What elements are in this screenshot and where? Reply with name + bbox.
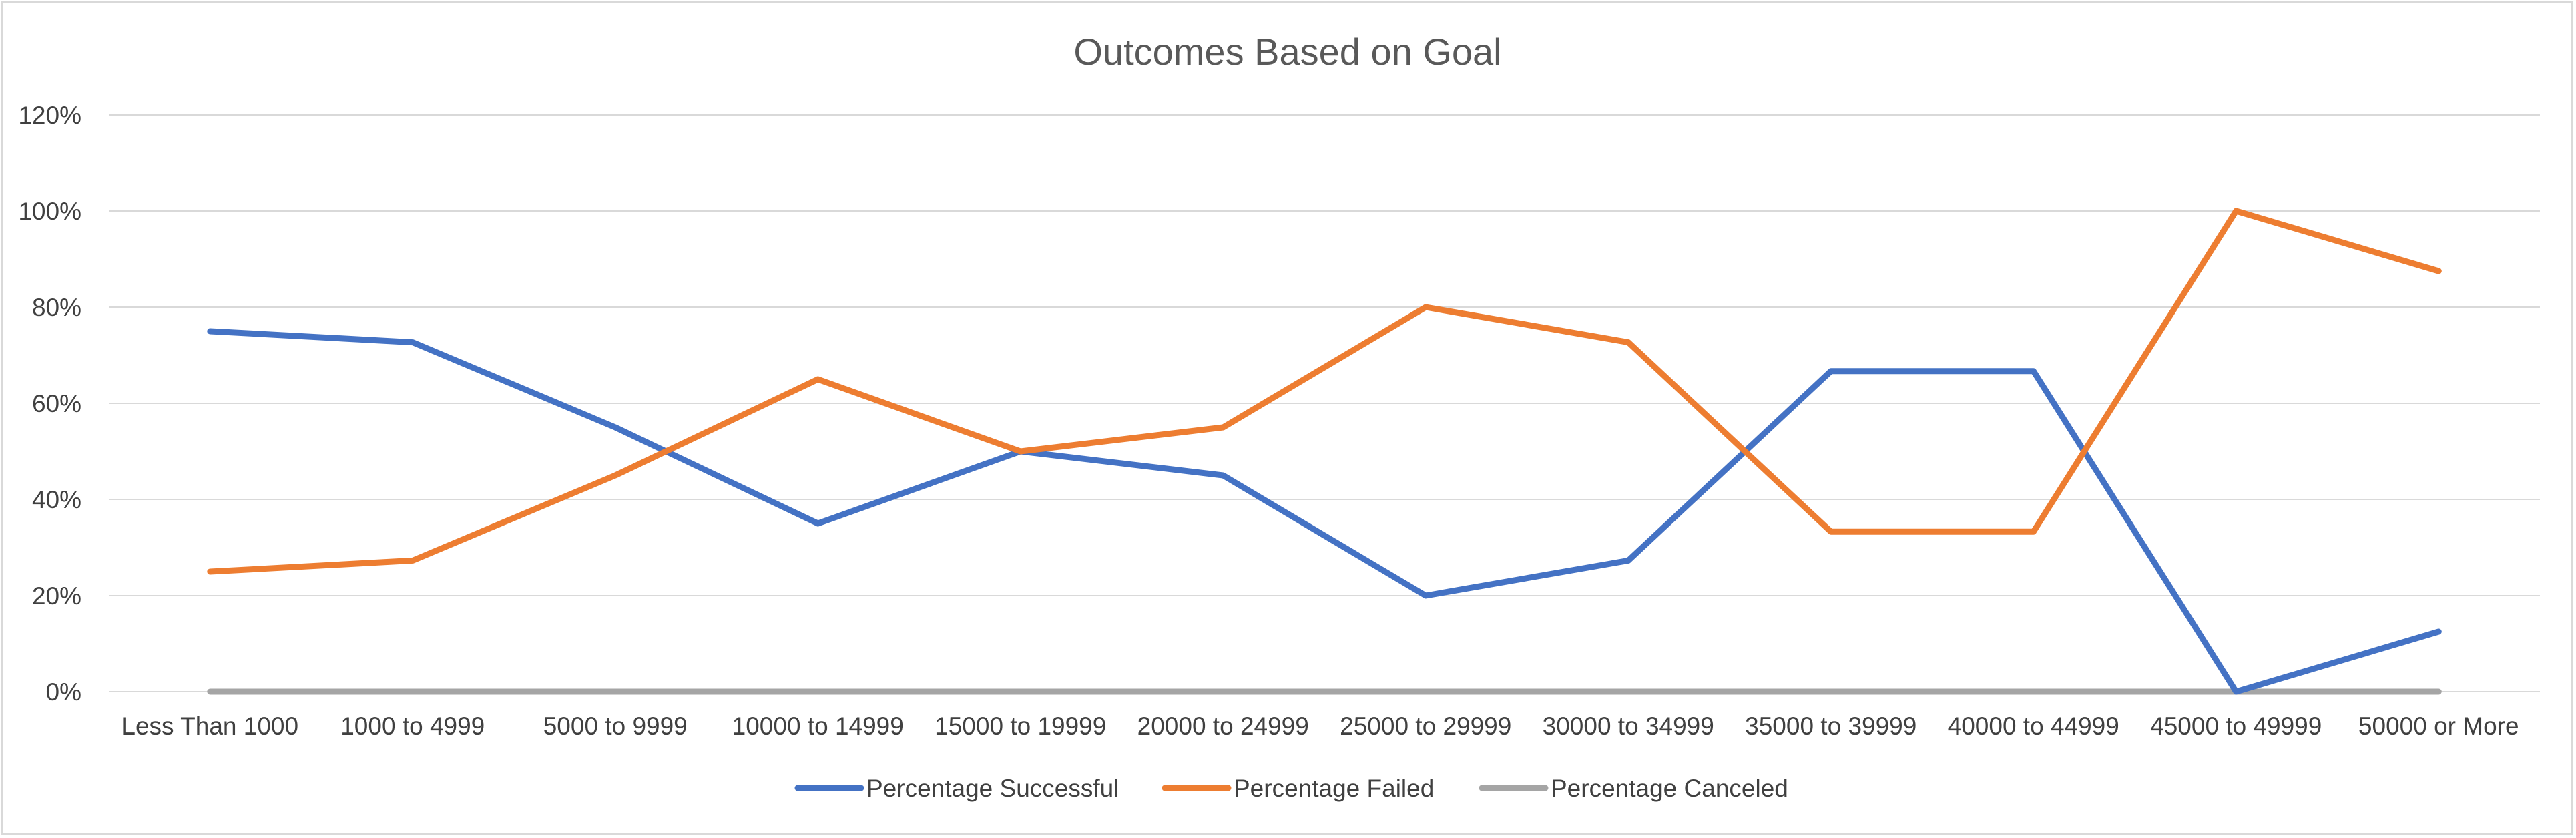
x-tick-label: 15000 to 19999 [935,712,1106,740]
legend: Percentage Successful Percentage Failed Pe… [794,775,1788,802]
x-tick-label: 40000 to 44999 [1948,712,2119,740]
x-tick-label: 5000 to 9999 [543,712,688,740]
y-tick-label: 60% [32,390,81,417]
y-tick-label: 120% [18,101,81,129]
x-tick-label: 50000 or More [2358,712,2519,740]
y-tick-label: 40% [32,486,81,513]
y-tick-label: 80% [32,294,81,321]
chart-title: Outcomes Based on Goal [1073,31,1501,73]
series-line-percentage-failed [207,208,2442,575]
y-tick-label: 100% [18,198,81,225]
legend-label: Percentage Failed [1234,775,1434,802]
x-tick-label: 30000 to 34999 [1543,712,1714,740]
x-tick-label: 1000 to 4999 [340,712,485,740]
y-tick-label: 20% [32,582,81,610]
legend-label: Percentage Canceled [1551,775,1788,802]
x-axis-tick-labels: Less Than 1000 1000 to 4999 5000 to 9999 10… [121,712,2519,740]
x-tick-label: 25000 to 29999 [1340,712,1511,740]
legend-label: Percentage Successful [866,775,1119,802]
x-tick-label: Less Than 1000 [121,712,298,740]
series-lines [207,208,2442,695]
x-tick-label: 10000 to 14999 [732,712,904,740]
gridlines [109,114,2540,692]
series-line-percentage-successful [207,328,2442,695]
y-axis-tick-labels: 0% 20% 40% 60% 80% 100% 120% [18,101,81,706]
y-tick-label: 0% [46,678,81,706]
x-tick-label: 20000 to 24999 [1137,712,1309,740]
x-tick-label: 45000 to 49999 [2150,712,2322,740]
x-tick-label: 35000 to 39999 [1745,712,1916,740]
